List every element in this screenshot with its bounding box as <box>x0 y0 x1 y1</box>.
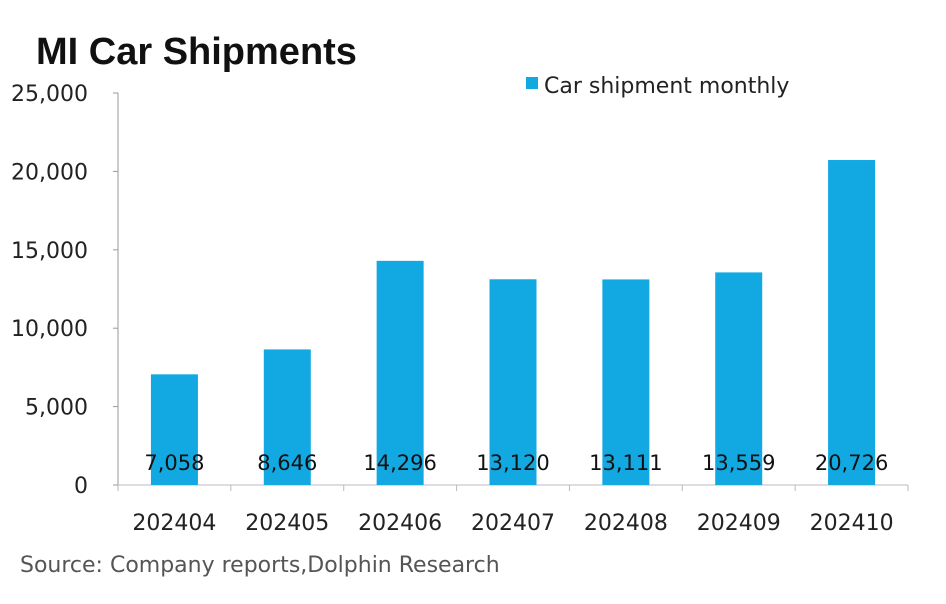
bar <box>715 272 763 485</box>
y-tick-label: 20,000 <box>11 160 88 185</box>
bar <box>376 260 424 485</box>
data-label: 20,726 <box>815 451 888 475</box>
data-label: 13,120 <box>476 451 549 475</box>
legend-label: Car shipment monthly <box>544 74 789 99</box>
legend-swatch <box>526 77 538 89</box>
bar <box>489 279 537 485</box>
data-label: 7,058 <box>144 451 204 475</box>
y-tick-label: 5,000 <box>25 396 88 421</box>
y-tick-label: 25,000 <box>11 82 88 107</box>
data-label: 13,111 <box>589 451 662 475</box>
bar <box>150 374 198 485</box>
bar <box>828 160 876 485</box>
x-tick-label: 202410 <box>810 511 894 536</box>
x-tick-label: 202405 <box>245 511 329 536</box>
source-note: Source: Company reports,Dolphin Research <box>20 553 500 578</box>
bar <box>602 279 650 485</box>
y-tick-label: 10,000 <box>11 317 88 342</box>
x-tick-label: 202409 <box>697 511 781 536</box>
data-label: 13,559 <box>702 451 775 475</box>
x-tick-label: 202407 <box>471 511 555 536</box>
chart-title: MI Car Shipments <box>36 31 357 73</box>
x-tick-label: 202408 <box>584 511 668 536</box>
data-label: 8,646 <box>257 451 317 475</box>
data-label: 14,296 <box>363 451 436 475</box>
bar <box>263 349 311 485</box>
y-tick-label: 15,000 <box>11 239 88 264</box>
x-tick-label: 202406 <box>358 511 442 536</box>
y-tick-label: 0 <box>74 474 88 499</box>
x-tick-label: 202404 <box>132 511 216 536</box>
